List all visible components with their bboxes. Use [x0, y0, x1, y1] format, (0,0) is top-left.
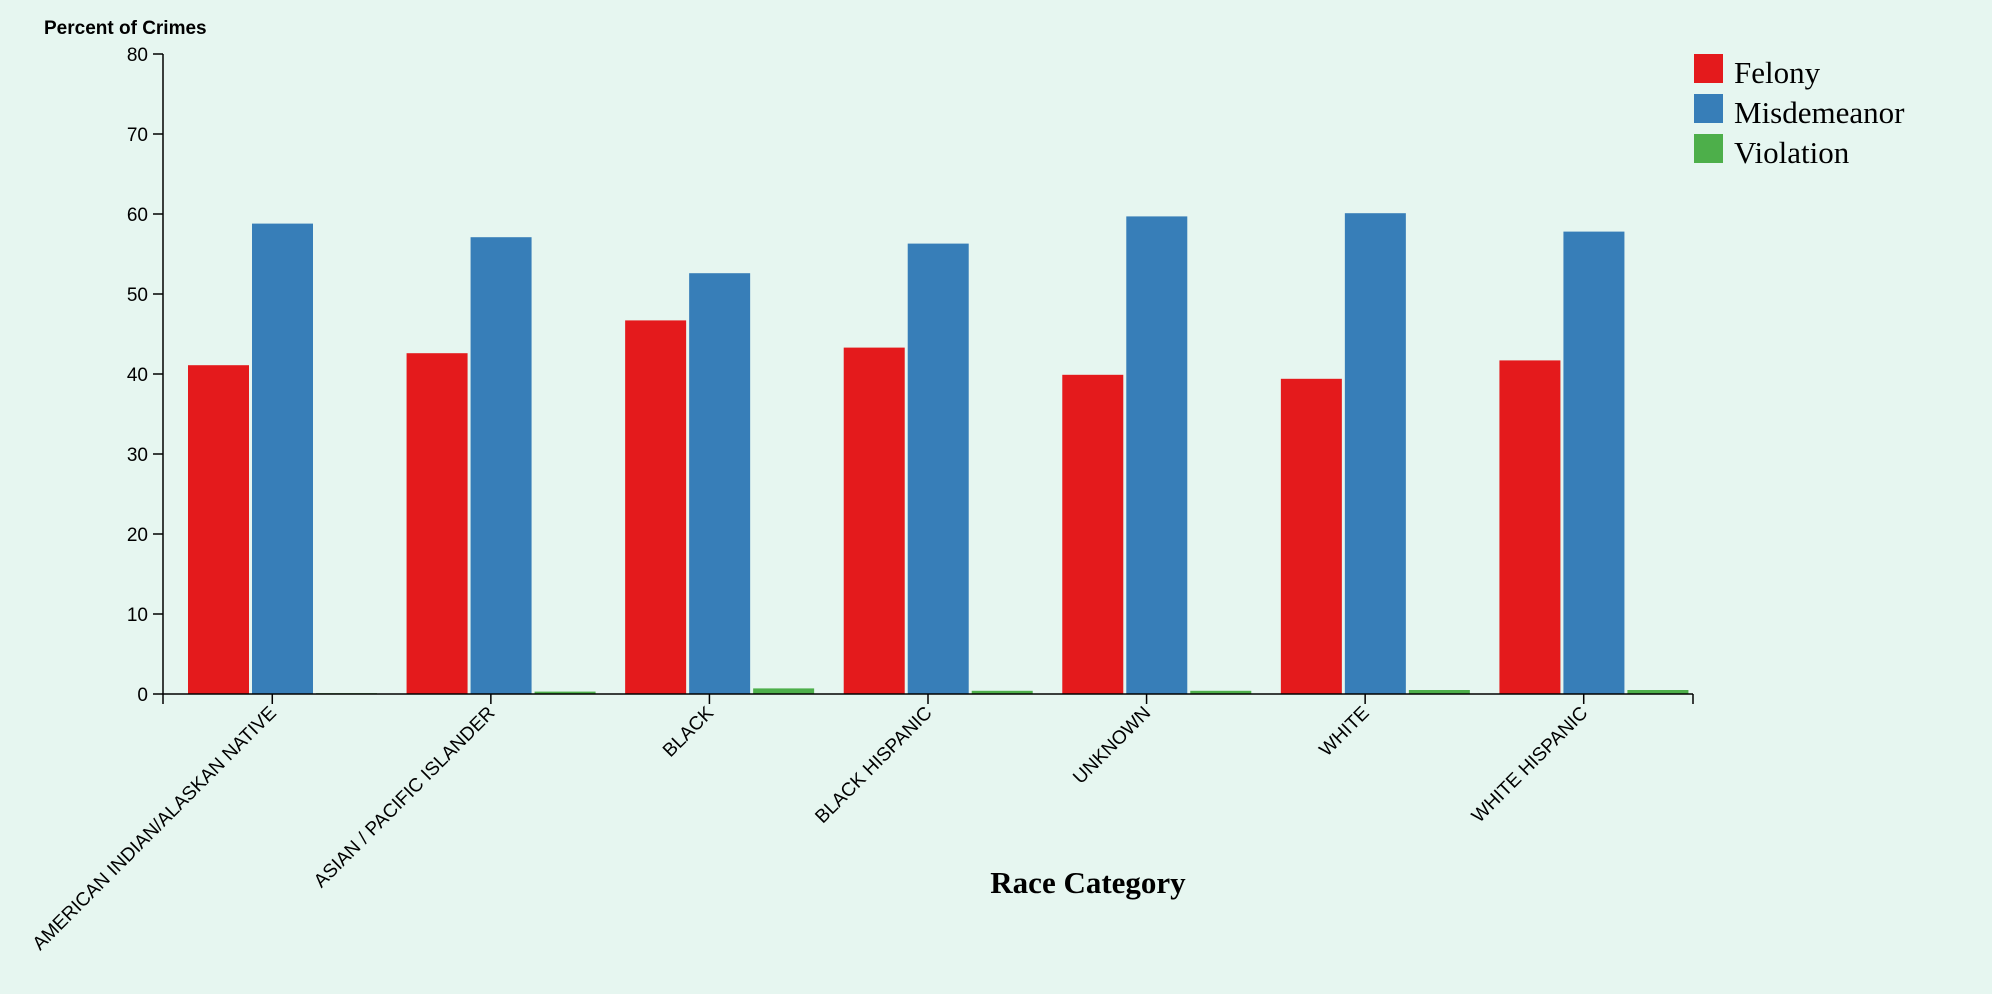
- bar-violation-4: [1190, 690, 1252, 694]
- x-category-label: BLACK: [659, 702, 718, 761]
- bar-felony-6: [1499, 360, 1561, 694]
- legend-swatch-misdemeanor: [1694, 94, 1723, 123]
- y-tick-label: 20: [127, 525, 148, 546]
- y-tick-label: 60: [127, 205, 148, 226]
- legend-swatch-violation: [1694, 134, 1723, 163]
- bar-violation-1: [534, 691, 596, 694]
- bar-misdemeanor-6: [1563, 231, 1625, 694]
- bar-violation-3: [971, 690, 1033, 694]
- legend-swatch-felony: [1694, 54, 1723, 83]
- legend-label-violation: Violation: [1734, 135, 1850, 170]
- y-axis: 0 10 20 30 40 50 60 70 80: [127, 45, 164, 706]
- bar-violation-6: [1627, 690, 1689, 694]
- y-tick-label: 40: [127, 365, 148, 386]
- bar-felony-5: [1280, 378, 1342, 694]
- x-category-label: WHITE: [1316, 703, 1374, 761]
- bar-misdemeanor-2: [689, 273, 751, 694]
- legend-label-misdemeanor: Misdemeanor: [1734, 95, 1905, 130]
- y-tick-label: 10: [127, 605, 148, 626]
- bar-misdemeanor-4: [1126, 216, 1188, 694]
- bar-misdemeanor-1: [470, 237, 532, 694]
- y-tick-label: 50: [127, 285, 148, 306]
- x-category-label: WHITE HISPANIC: [1468, 703, 1592, 827]
- x-axis: AMERICAN INDIAN/ALASKAN NATIVE ASIAN / PA…: [29, 693, 1694, 955]
- x-category-label: ASIAN / PACIFIC ISLANDER: [310, 703, 499, 892]
- bar-felony-4: [1062, 374, 1124, 694]
- bar-felony-0: [188, 365, 249, 694]
- bar-misdemeanor-5: [1344, 213, 1406, 694]
- bar-felony-2: [625, 320, 687, 694]
- bar-violation-5: [1408, 690, 1470, 694]
- bar-felony-1: [406, 353, 468, 694]
- x-category-label: AMERICAN INDIAN/ALASKAN NATIVE: [29, 703, 281, 955]
- bar-felony-3: [843, 347, 905, 694]
- y-tick-label: 30: [127, 445, 148, 466]
- legend: Felony Misdemeanor Violation: [1694, 54, 1905, 170]
- x-category-label: UNKNOWN: [1069, 703, 1155, 789]
- bar-violation-2: [753, 688, 815, 694]
- y-axis-title: Percent of Crimes: [44, 18, 207, 39]
- bar-misdemeanor-0: [252, 223, 313, 694]
- x-category-label: BLACK HISPANIC: [811, 703, 936, 828]
- x-axis-title: Race Category: [990, 865, 1186, 900]
- y-tick-label: 0: [137, 685, 148, 706]
- bars-group: [188, 213, 1689, 694]
- y-tick-label: 80: [127, 45, 148, 66]
- bar-misdemeanor-3: [907, 243, 969, 694]
- y-tick-label: 70: [127, 125, 148, 146]
- legend-label-felony: Felony: [1734, 55, 1821, 90]
